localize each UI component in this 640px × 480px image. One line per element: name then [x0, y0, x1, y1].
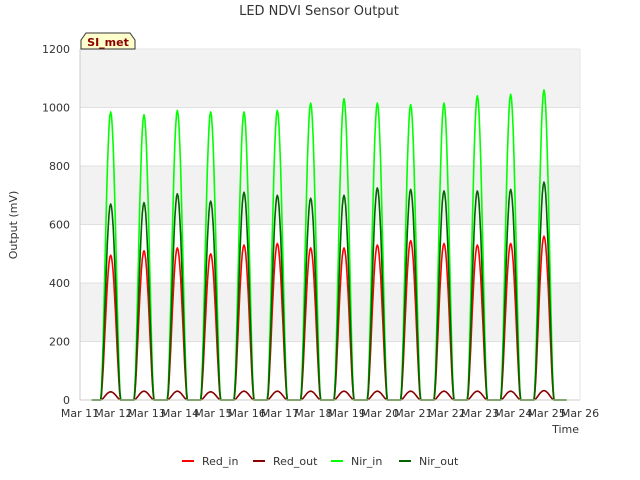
x-tick-label: Mar 19 [328, 407, 366, 420]
x-tick-label: Mar 23 [461, 407, 499, 420]
plot-background [80, 49, 580, 400]
y-tick-label: 1200 [42, 43, 70, 56]
y-tick-label: 1000 [42, 102, 70, 115]
y-tick-labels: 0 200 400 600 800 1000 1200 [42, 43, 70, 407]
axes [79, 48, 581, 401]
x-tick-label: Mar 16 [228, 407, 266, 420]
y-tick-label: 600 [49, 219, 70, 232]
y-tick-label: 800 [49, 160, 70, 173]
x-tick-label: Mar 20 [361, 407, 399, 420]
plot-band [80, 224, 580, 283]
x-tick-label: Mar 14 [161, 407, 199, 420]
annotation-box [80, 32, 136, 50]
x-tick-label: Mar 17 [261, 407, 299, 420]
y-tick-label: 0 [63, 394, 70, 407]
x-tick-label: Mar 12 [94, 407, 132, 420]
x-axis-label: Time [551, 423, 579, 436]
x-tick-label: Mar 18 [294, 407, 332, 420]
x-tick-label: Mar 13 [128, 407, 166, 420]
plot-band [80, 341, 580, 400]
y-tick-label: 200 [49, 336, 70, 349]
legend-label: Red_out [273, 455, 318, 468]
x-tick-label: Mar 22 [428, 407, 466, 420]
plot-band [80, 49, 580, 108]
legend-label: Nir_out [419, 455, 459, 468]
annotation-text: SI_met [87, 36, 129, 49]
y-tick-label: 400 [49, 277, 70, 290]
legend-label: Red_in [202, 455, 238, 468]
x-tick-label: Mar 11 [61, 407, 99, 420]
x-tick-label: Mar 25 [528, 407, 566, 420]
y-axis-label: Output (mV) [7, 191, 20, 260]
chart-title: LED NDVI Sensor Output [239, 4, 399, 19]
x-tick-label: Mar 21 [394, 407, 432, 420]
legend-label: Nir_in [351, 455, 382, 468]
x-tick-label: Mar 26 [561, 407, 599, 420]
x-tick-label: Mar 15 [194, 407, 232, 420]
legend: Red_in Red_out Nir_in Nir_out [182, 455, 459, 468]
plot-band [80, 166, 580, 225]
plot-band [80, 107, 580, 166]
plot-band [80, 283, 580, 342]
annotation-tag: SI_met [80, 32, 136, 50]
x-tick-label: Mar 24 [494, 407, 532, 420]
